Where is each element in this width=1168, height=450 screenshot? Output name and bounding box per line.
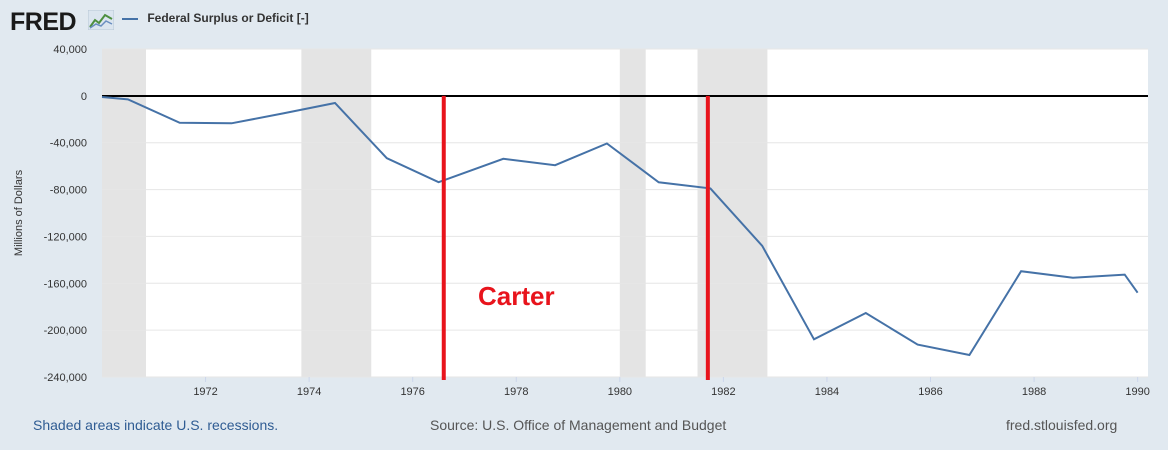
y-tick-label: -160,000: [44, 278, 87, 290]
legend-label: Federal Surplus or Deficit [-]: [147, 11, 309, 25]
x-tick-label: 1980: [608, 386, 632, 398]
y-tick-label: -40,000: [50, 138, 87, 150]
y-tick-label: 40,000: [53, 44, 87, 56]
y-axis-ticks: 40,000 0 -40,000 -80,000 -120,000 -160,000 -20…: [44, 44, 87, 384]
x-tick-label: 1974: [297, 386, 321, 398]
x-tick-label: 1986: [918, 386, 942, 398]
fred-logo[interactable]: FRED: [10, 8, 77, 36]
x-tick-label: 1972: [193, 386, 217, 398]
source-note: Source: U.S. Office of Management and Bu…: [430, 417, 727, 433]
chart-area: 40,000 0 -40,000 -80,000 -120,000 -160,000 -20…: [13, 44, 1150, 398]
legend-item[interactable]: Federal Surplus or Deficit [-]: [122, 11, 309, 25]
y-tick-label: -240,000: [44, 372, 87, 384]
recession-band-2: [619, 49, 646, 377]
chart-header: FRED Federal Surplus or Deficit [-]: [0, 0, 1168, 44]
x-axis-ticks: 1972 1974 1976 1978 1980 1982 1984 1986 1988 1990: [193, 377, 1150, 398]
y-tick-label: -120,000: [44, 231, 87, 243]
y-tick-label: 0: [81, 91, 87, 103]
x-tick-label: 1984: [815, 386, 839, 398]
marker-layer: [441, 95, 710, 380]
x-tick-label: 1982: [711, 386, 735, 398]
x-tick-label: 1978: [504, 386, 528, 398]
chart-line-icon: [88, 10, 114, 30]
legend-swatch: [122, 17, 138, 20]
y-axis-label: Millions of Dollars: [13, 169, 25, 256]
carter-label: Carter: [478, 281, 555, 311]
recession-band-1: [301, 49, 372, 377]
x-tick-label: 1976: [400, 386, 424, 398]
site-link[interactable]: fred.stlouisfed.org: [1006, 417, 1118, 433]
x-tick-label: 1990: [1125, 386, 1149, 398]
series-line: [101, 96, 1139, 357]
recessions-note: Shaded areas indicate U.S. recessions.: [33, 417, 279, 433]
y-tick-label: -80,000: [50, 185, 87, 197]
y-tick-label: -200,000: [44, 325, 87, 337]
x-tick-label: 1988: [1022, 386, 1046, 398]
